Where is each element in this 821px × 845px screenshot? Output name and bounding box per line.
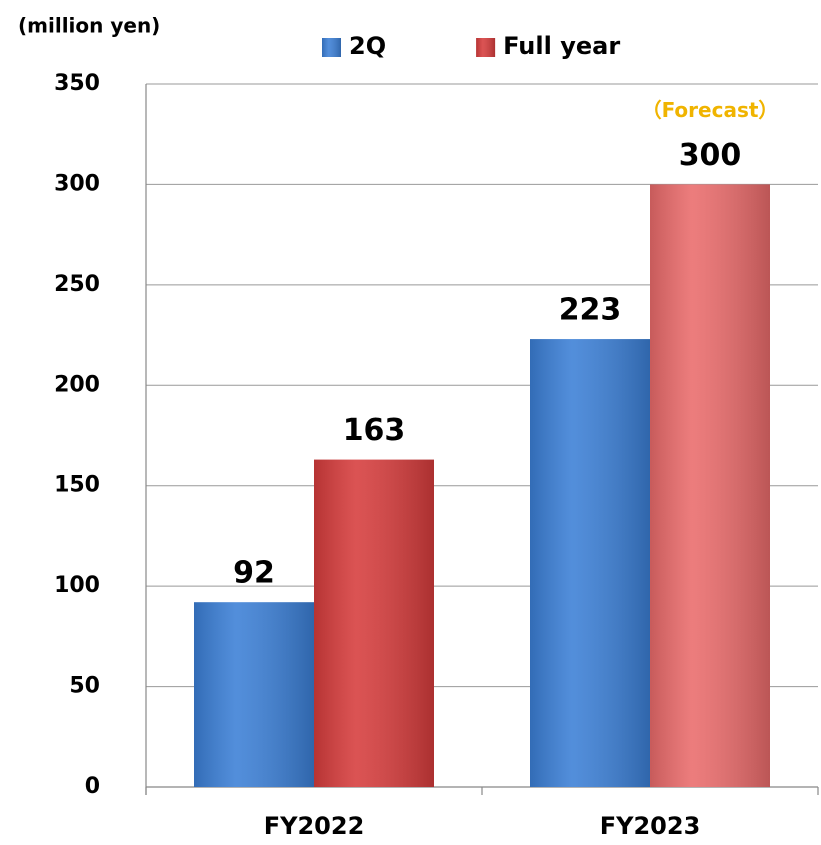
y-tick-label: 200 [54, 372, 100, 397]
x-tick-label: FY2022 [264, 812, 365, 840]
bar-shine [650, 184, 770, 787]
y-tick-label: 350 [54, 71, 100, 96]
bar-shine [194, 602, 314, 787]
y-tick-label: 150 [54, 473, 100, 498]
value-label: 300 [679, 138, 742, 173]
annotation: （Forecast） [642, 98, 779, 122]
y-tick-label: 300 [54, 171, 100, 196]
y-axis-label: (million yen) [18, 14, 160, 38]
y-tick-label: 100 [54, 573, 100, 598]
legend-label: Full year [503, 32, 620, 60]
bar-shine [530, 339, 650, 787]
y-tick-label: 250 [54, 272, 100, 297]
legend-swatch-shine [322, 38, 341, 57]
value-label: 163 [343, 413, 406, 448]
legend-swatch-shine [476, 38, 496, 57]
value-label: 223 [559, 293, 622, 328]
y-tick-label: 50 [69, 674, 100, 699]
bar-shine [314, 459, 434, 787]
value-label: 92 [233, 556, 275, 591]
y-tick-label: 0 [85, 774, 100, 799]
x-tick-label: FY2023 [600, 812, 701, 840]
legend-label: 2Q [349, 32, 386, 60]
